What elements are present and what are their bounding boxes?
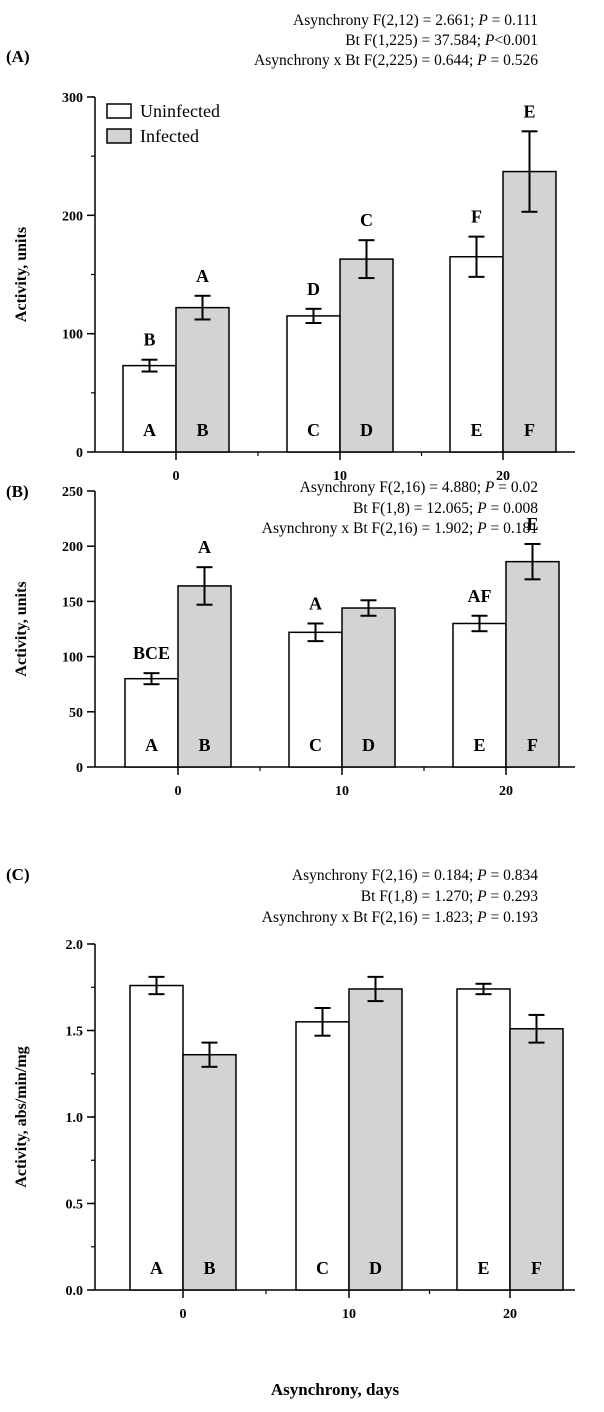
legend-label: Infected xyxy=(140,126,199,146)
stat-line: Bt F(1,8) = 1.270; P = 0.293 xyxy=(361,888,538,905)
x-tick-label: 0 xyxy=(173,469,180,484)
bar-infected xyxy=(177,585,232,768)
stat-line: Asynchrony x Bt F(2,16) = 1.823; P = 0.1… xyxy=(262,909,538,926)
bar-inner-letter: D xyxy=(360,420,373,440)
stat-line: Asynchrony x Bt F(2,16) = 1.902; P = 0.1… xyxy=(262,520,538,537)
y-tick-label: 1.5 xyxy=(66,1025,84,1040)
significance-letter: B xyxy=(143,330,155,350)
bar-inner-letter: A xyxy=(145,735,158,755)
panel-label: (A) xyxy=(6,47,30,66)
legend-swatch xyxy=(106,128,132,144)
bar-uninfected xyxy=(286,315,341,453)
bar-infected xyxy=(339,258,394,453)
bar-inner-letter: C xyxy=(307,420,320,440)
x-tick-label: 10 xyxy=(335,784,349,799)
bar-inner-letter: E xyxy=(477,1258,489,1278)
bar-inner-letter: F xyxy=(531,1258,542,1278)
y-tick-label: 0.5 xyxy=(66,1198,84,1213)
bar-inner-letter: B xyxy=(198,735,210,755)
bar-inner-letter: F xyxy=(524,420,535,440)
bar-uninfected xyxy=(295,1021,350,1291)
y-tick-label: 0 xyxy=(76,446,83,461)
bar-uninfected xyxy=(452,622,507,768)
x-tick-label: 0 xyxy=(180,1307,187,1322)
bar-inner-letter: A xyxy=(150,1258,163,1278)
significance-letter: A xyxy=(198,537,211,557)
bar-inner-letter: E xyxy=(470,420,482,440)
bar-infected xyxy=(502,170,557,453)
y-tick-label: 250 xyxy=(62,485,83,500)
bar-inner-letter: C xyxy=(309,735,322,755)
significance-letter: A xyxy=(309,593,322,613)
y-tick-label: 100 xyxy=(62,651,83,666)
y-tick-label: 1.0 xyxy=(66,1111,84,1126)
chart-panel-c: (C) Asynchrony F(2,16) = 0.184; P = 0.834… xyxy=(6,865,575,1399)
bar-inner-letter: B xyxy=(196,420,208,440)
y-tick-label: 150 xyxy=(62,595,83,610)
bar-infected xyxy=(175,306,230,453)
y-tick-label: 2.0 xyxy=(66,938,84,953)
legend-swatch xyxy=(106,103,132,119)
significance-letter: A xyxy=(196,266,209,286)
panel-label: (C) xyxy=(6,865,30,884)
y-axis-label: Activity, units xyxy=(13,227,30,322)
significance-letter: F xyxy=(471,207,482,227)
significance-letter: BCE xyxy=(133,643,170,663)
bar-uninfected xyxy=(129,984,184,1291)
panel-label: (B) xyxy=(6,482,29,501)
bar-inner-letter: C xyxy=(316,1258,329,1278)
y-tick-label: 50 xyxy=(69,706,83,721)
stat-line: Asynchrony x Bt F(2,225) = 0.644; P = 0.… xyxy=(254,52,538,69)
bar-infected xyxy=(182,1053,237,1291)
significance-letter: E xyxy=(523,101,535,121)
chart-panel-b: (B) Asynchrony F(2,16) = 4.880; P = 0.02 B… xyxy=(6,479,575,799)
y-tick-label: 100 xyxy=(62,328,83,343)
bar-inner-letter: F xyxy=(527,735,538,755)
stat-line: Asynchrony F(2,16) = 0.184; P = 0.834 xyxy=(292,867,538,884)
y-tick-label: 200 xyxy=(62,540,83,555)
bar-uninfected xyxy=(456,988,511,1291)
significance-letter: D xyxy=(307,279,320,299)
y-tick-label: 300 xyxy=(62,91,83,106)
x-tick-label: 10 xyxy=(342,1307,356,1322)
y-tick-label: 0 xyxy=(76,761,83,776)
bar-inner-letter: D xyxy=(369,1258,382,1278)
bar-infected xyxy=(348,988,403,1291)
x-tick-label: 20 xyxy=(503,1307,517,1322)
stat-line: Bt F(1,225) = 37.584; P<0.001 xyxy=(345,32,538,49)
y-axis-label: Activity, units xyxy=(13,581,30,676)
stat-line: Asynchrony F(2,12) = 2.661; P = 0.111 xyxy=(293,12,538,29)
significance-letter: E xyxy=(526,514,538,534)
significance-letter: AF xyxy=(468,586,492,606)
x-tick-label: 20 xyxy=(496,469,510,484)
stat-line: Bt F(1,8) = 12.065; P = 0.008 xyxy=(353,500,538,517)
x-tick-label: 0 xyxy=(175,784,182,799)
x-tick-label: 10 xyxy=(333,469,347,484)
bar-uninfected xyxy=(449,256,504,453)
bar-inner-letter: B xyxy=(203,1258,215,1278)
x-tick-label: 20 xyxy=(499,784,513,799)
bar-uninfected xyxy=(288,631,343,768)
stat-line: Asynchrony F(2,16) = 4.880; P = 0.02 xyxy=(300,479,538,496)
bar-uninfected xyxy=(124,677,179,768)
y-axis-label: Activity, abs/min/mg xyxy=(13,1046,30,1187)
y-tick-label: 0.0 xyxy=(66,1284,84,1299)
x-axis-label: Asynchrony, days xyxy=(271,1380,400,1399)
bar-infected xyxy=(341,607,396,768)
bar-infected xyxy=(509,1028,564,1291)
bar-inner-letter: A xyxy=(143,420,156,440)
y-tick-label: 200 xyxy=(62,209,83,224)
bar-inner-letter: D xyxy=(362,735,375,755)
legend-label: Uninfected xyxy=(140,101,220,121)
significance-letter: C xyxy=(360,210,373,230)
chart-panel-a: (A) Asynchrony F(2,12) = 2.661; P = 0.111… xyxy=(6,12,575,484)
bar-inner-letter: E xyxy=(473,735,485,755)
bar-infected xyxy=(505,560,560,768)
